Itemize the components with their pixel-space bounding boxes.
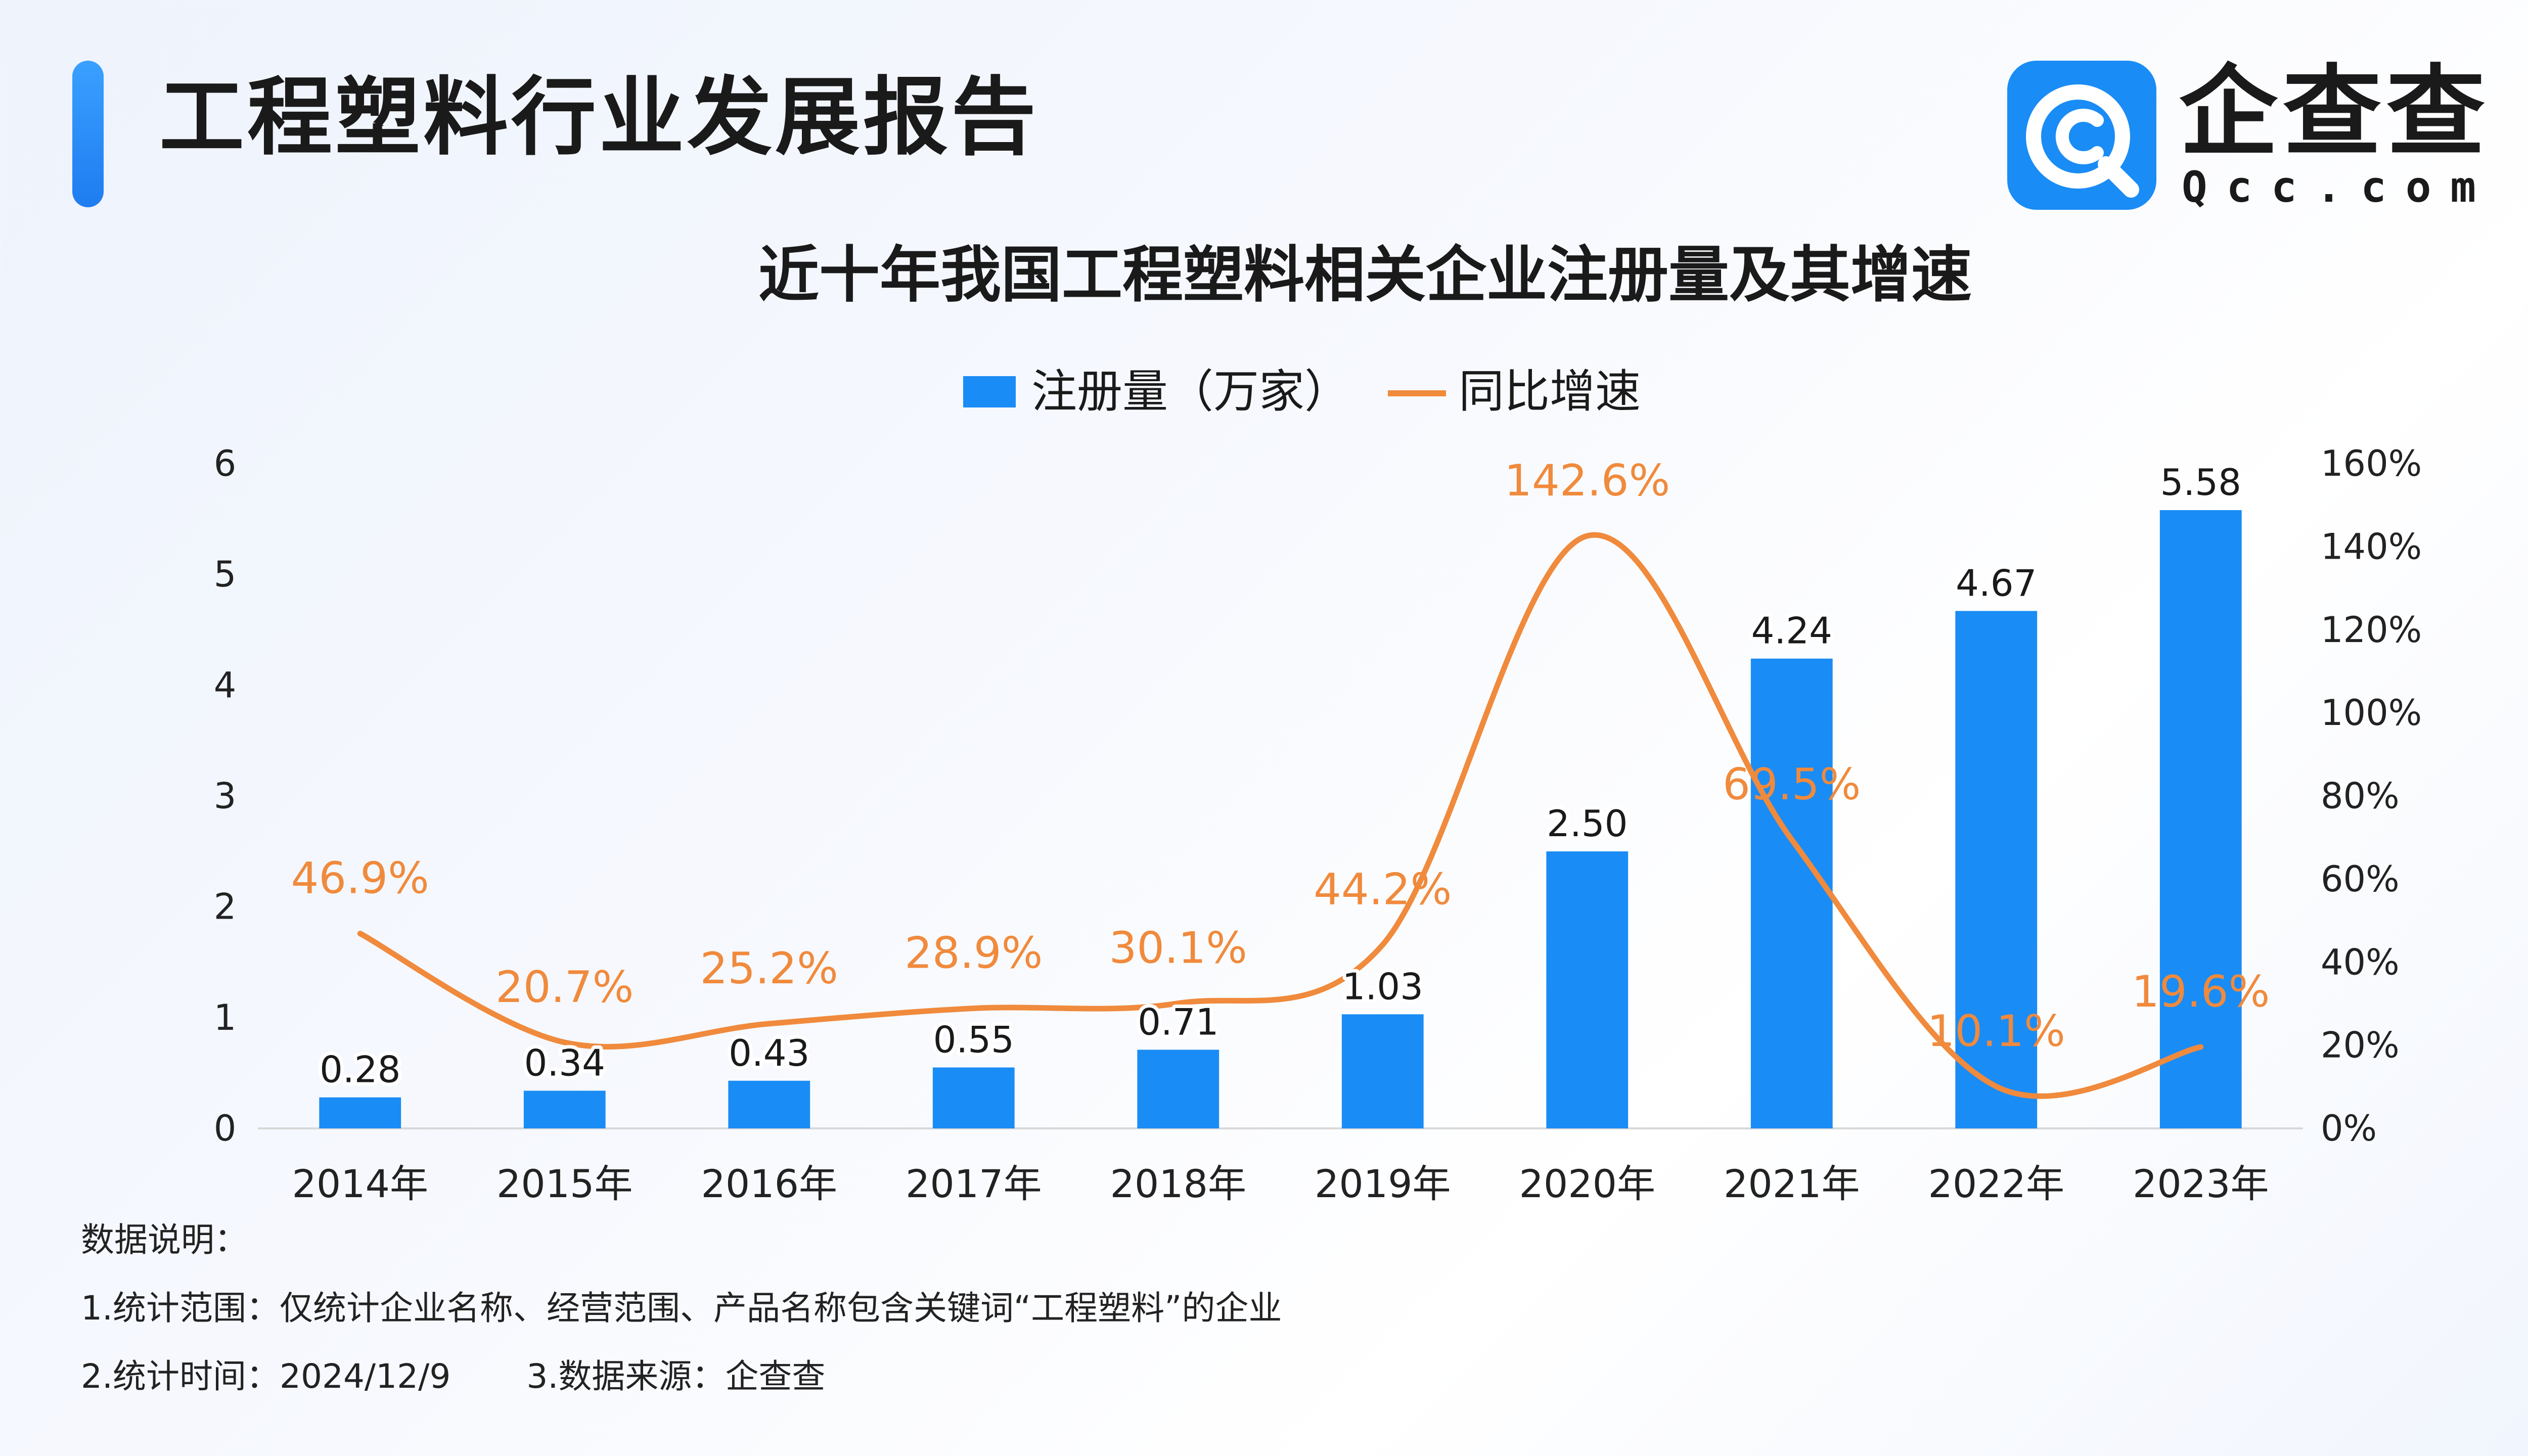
qcc-logo: 企查查 Qcc.com bbox=[2007, 61, 2513, 212]
y-right-tick-label: 160% bbox=[2321, 443, 2422, 484]
bar bbox=[1955, 611, 2038, 1128]
bar bbox=[1750, 658, 1833, 1128]
y-left-tick-label: 6 bbox=[214, 443, 237, 484]
y-left-axis: 0 1 2 3 4 5 6 bbox=[214, 443, 237, 1149]
line-value-labels: 46.9% 20.7% 25.2% 28.9% 30.1% 44.2% 142.6% 69.5… bbox=[291, 456, 2270, 1057]
chart-title: 近十年我国工程塑料相关企业注册量及其增速 bbox=[758, 240, 1972, 310]
y-right-tick-label: 80% bbox=[2321, 776, 2400, 817]
x-tick-label: 2021年 bbox=[1724, 1161, 1860, 1206]
line-value-label: 19.6% bbox=[2132, 967, 2270, 1017]
header-accent-bar bbox=[72, 61, 104, 207]
y-right-tick-label: 60% bbox=[2321, 858, 2400, 900]
qcc-logo-domain: Qcc.com bbox=[2182, 162, 2496, 212]
x-tick-label: 2022年 bbox=[1928, 1161, 2064, 1206]
bar-value-label: 0.43 bbox=[729, 1032, 809, 1074]
bar bbox=[1341, 1014, 1424, 1128]
legend-line-label: 同比增速 bbox=[1459, 365, 1641, 418]
bar-value-label: 2.50 bbox=[1547, 802, 1628, 845]
y-right-tick-label: 140% bbox=[2321, 526, 2422, 567]
bar-value-label: 0.55 bbox=[933, 1018, 1014, 1061]
bar bbox=[523, 1090, 606, 1128]
bar-value-label: 5.58 bbox=[2160, 461, 2241, 504]
bar-value-label: 0.34 bbox=[524, 1041, 605, 1084]
y-left-tick-label: 2 bbox=[214, 886, 237, 928]
y-right-tick-label: 40% bbox=[2321, 941, 2400, 983]
bar-value-label: 1.03 bbox=[1342, 965, 1423, 1008]
y-right-tick-label: 100% bbox=[2321, 692, 2422, 734]
x-tick-label: 2023年 bbox=[2133, 1161, 2269, 1206]
line-value-label: 25.2% bbox=[700, 943, 838, 994]
x-tick-label: 2020年 bbox=[1519, 1161, 1655, 1206]
bar-value-label: 0.71 bbox=[1138, 1000, 1218, 1043]
y-left-tick-label: 0 bbox=[214, 1108, 237, 1149]
bar-value-label: 4.24 bbox=[1751, 610, 1832, 652]
x-axis: 2014年 2015年 2016年 2017年 2018年 2019年 2020年 2021年… bbox=[292, 1161, 2269, 1206]
y-right-tick-label: 120% bbox=[2321, 609, 2422, 651]
bar bbox=[1137, 1050, 1220, 1128]
x-tick-label: 2017年 bbox=[906, 1161, 1042, 1206]
bar-value-labels: 0.28 0.34 0.43 0.55 0.71 1.03 2.50 4.24 4.67 5.58 bbox=[316, 458, 2245, 1095]
y-left-tick-label: 5 bbox=[214, 554, 237, 595]
x-tick-label: 2015年 bbox=[496, 1161, 633, 1206]
growth-line bbox=[357, 532, 2204, 1099]
bar bbox=[932, 1067, 1015, 1128]
y-right-tick-label: 0% bbox=[2321, 1108, 2377, 1149]
qcc-logo-name: 企查查 bbox=[2179, 55, 2490, 169]
legend-bar-swatch bbox=[963, 376, 1016, 407]
y-left-tick-label: 1 bbox=[214, 997, 237, 1038]
y-right-tick-label: 20% bbox=[2321, 1025, 2400, 1066]
y-left-tick-label: 4 bbox=[214, 664, 237, 706]
bar-value-label: 0.28 bbox=[320, 1049, 400, 1091]
bar bbox=[2159, 510, 2242, 1128]
line-value-label: 30.1% bbox=[1109, 923, 1247, 974]
notes-time: 2.统计时间：2024/12/9 bbox=[81, 1357, 451, 1396]
legend-bar-label: 注册量（万家） bbox=[1031, 365, 1350, 418]
y-right-axis: 0% 20% 40% 60% 80% 100% 120% 140% 160% bbox=[2321, 443, 2422, 1149]
line-value-label: 46.9% bbox=[291, 853, 429, 904]
bar bbox=[728, 1080, 810, 1128]
bar bbox=[319, 1097, 401, 1128]
legend: 注册量（万家） 同比增速 bbox=[963, 365, 1641, 418]
notes-source: 3.数据来源：企查查 bbox=[526, 1357, 826, 1396]
qcc-q-icon bbox=[2026, 84, 2139, 198]
bar-value-label: 4.67 bbox=[1956, 562, 2037, 604]
x-tick-label: 2018年 bbox=[1110, 1161, 1246, 1206]
x-tick-label: 2016年 bbox=[701, 1161, 837, 1206]
page-title: 工程塑料行业发展报告 bbox=[159, 68, 1039, 167]
y-left-tick-label: 3 bbox=[214, 776, 237, 817]
x-tick-label: 2014年 bbox=[292, 1161, 428, 1206]
line-value-label: 142.6% bbox=[1504, 456, 1670, 506]
line-value-label: 28.9% bbox=[905, 928, 1043, 978]
line-value-label: 69.5% bbox=[1723, 759, 1861, 810]
notes-scope: 1.统计范围：仅统计企业名称、经营范围、产品名称包含关键词“工程塑料”的企业 bbox=[81, 1289, 1282, 1328]
line-value-label: 44.2% bbox=[1314, 864, 1452, 915]
line-value-label: 10.1% bbox=[1927, 1006, 2065, 1057]
bar-series bbox=[319, 510, 2242, 1128]
bar bbox=[1546, 851, 1629, 1128]
notes-time-source: 2.统计时间：2024/12/9 3.数据来源：企查查 bbox=[81, 1360, 825, 1393]
x-tick-label: 2019年 bbox=[1315, 1161, 1451, 1206]
qcc-logo-badge bbox=[2007, 61, 2156, 210]
line-value-label: 20.7% bbox=[495, 962, 634, 1013]
notes-heading: 数据说明： bbox=[81, 1220, 248, 1259]
